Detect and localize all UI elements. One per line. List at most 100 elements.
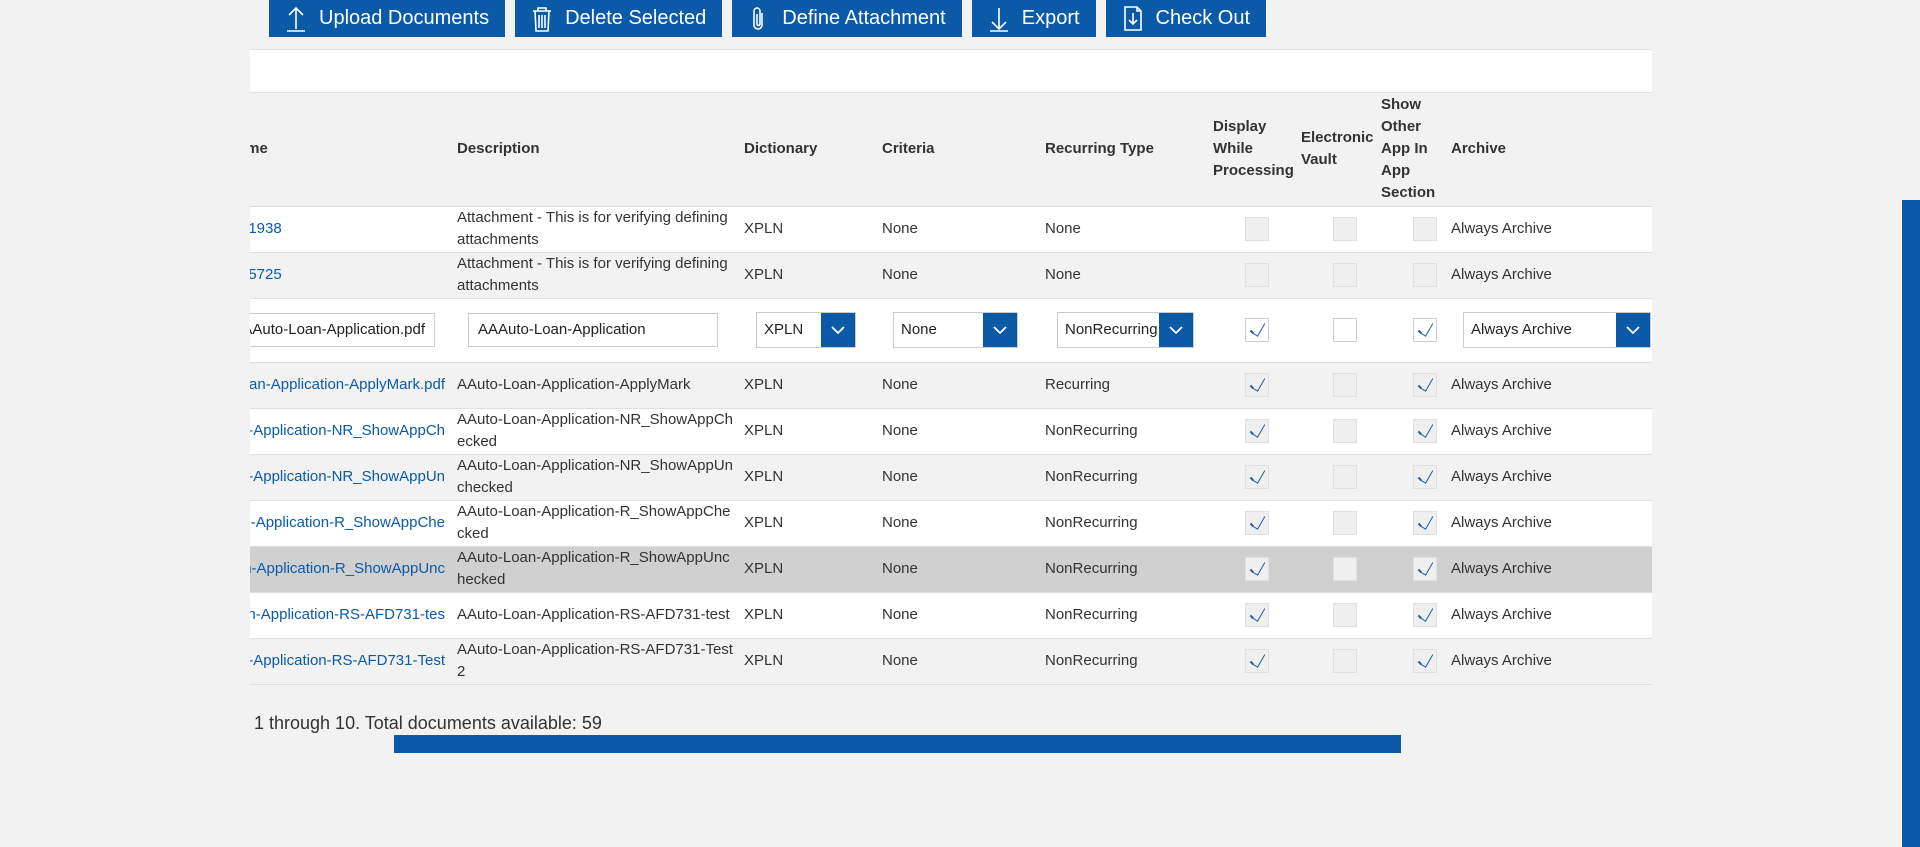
column-header-show-other-app[interactable]: Show Other App In App Section bbox=[1379, 93, 1442, 207]
vault-checkbox[interactable] bbox=[1333, 373, 1357, 397]
column-header-name[interactable]: Name bbox=[250, 93, 448, 207]
showother-checkbox[interactable] bbox=[1413, 217, 1437, 241]
showother-checkbox[interactable] bbox=[1413, 318, 1437, 342]
showother-checkbox[interactable] bbox=[1413, 373, 1437, 397]
table-row[interactable]: AAAuto-Loan-Application-R_ShowAppUnc AAut… bbox=[250, 546, 1652, 593]
table-row[interactable]: AAAuto-Loan-Application-R_ShowAppChe AAut… bbox=[250, 500, 1652, 547]
table-row[interactable]: AAAuto-Loan-Application-NR_ShowAppCh AAut… bbox=[250, 408, 1652, 455]
archive-select[interactable]: Always Archive bbox=[1463, 312, 1651, 348]
showother-checkbox[interactable] bbox=[1413, 511, 1437, 535]
column-header-description[interactable]: Description bbox=[448, 93, 735, 207]
description-input[interactable]: AAAuto-Loan-Application bbox=[468, 313, 718, 347]
display-checkbox[interactable] bbox=[1245, 603, 1269, 627]
display-cell bbox=[1211, 362, 1299, 409]
display-checkbox[interactable] bbox=[1245, 217, 1269, 241]
table-row[interactable]: AAAuto-Loan-Application-RS-AFD731-tes AAu… bbox=[250, 592, 1652, 639]
name-cell: AAAuto-Loan-Application-R_ShowAppChe bbox=[250, 500, 448, 547]
document-name-link[interactable]: AAAuto-Loan-Application-RS-AFD731-tes bbox=[250, 606, 445, 623]
showother-checkbox[interactable] bbox=[1413, 649, 1437, 673]
display-checkbox[interactable] bbox=[1245, 649, 1269, 673]
showother-checkbox[interactable] bbox=[1413, 603, 1437, 627]
column-header-recurring-type[interactable]: Recurring Type bbox=[1036, 93, 1211, 207]
vault-checkbox[interactable] bbox=[1333, 318, 1357, 342]
display-cell bbox=[1211, 454, 1299, 501]
column-header-archive[interactable]: Archive bbox=[1442, 93, 1652, 207]
define-attachment-button[interactable]: Define Attachment bbox=[732, 0, 962, 37]
criteria-text: None bbox=[882, 652, 918, 669]
vault-checkbox[interactable] bbox=[1333, 511, 1357, 535]
display-cell bbox=[1211, 546, 1299, 593]
vault-checkbox[interactable] bbox=[1333, 465, 1357, 489]
column-header-criteria[interactable]: Criteria bbox=[873, 93, 1036, 207]
display-cell bbox=[1211, 592, 1299, 639]
dictionary-cell: XPLN bbox=[735, 638, 873, 685]
dictionary-cell: XPLN bbox=[735, 252, 873, 299]
dictionary-cell: XPLN bbox=[735, 206, 873, 253]
display-checkbox[interactable] bbox=[1245, 419, 1269, 443]
archive-cell: Always Archive bbox=[1442, 362, 1652, 409]
document-name-link[interactable]: AAAuto-Loan-Application-R_ShowAppChe bbox=[250, 514, 445, 531]
display-checkbox[interactable] bbox=[1245, 557, 1269, 581]
check-out-button[interactable]: Check Out bbox=[1105, 0, 1267, 37]
column-header-display-while-processing[interactable]: Display While Processing bbox=[1211, 93, 1299, 207]
showother-cell bbox=[1379, 546, 1442, 593]
vault-checkbox[interactable] bbox=[1333, 419, 1357, 443]
export-button[interactable]: Export bbox=[971, 0, 1096, 37]
column-header-dictionary[interactable]: Dictionary bbox=[735, 93, 873, 207]
column-header-electronic-vault[interactable]: Electronic Vault bbox=[1299, 93, 1379, 207]
showother-checkbox[interactable] bbox=[1413, 263, 1437, 287]
table-row[interactable]: AAAuto-Loan-Application-NR_ShowAppUn AAut… bbox=[250, 454, 1652, 501]
document-name-link[interactable]: AAAuto-Loan-Application-R_ShowAppUnc bbox=[250, 560, 445, 577]
archive-dropdown-arrow[interactable] bbox=[1616, 313, 1650, 347]
horizontal-scrollbar[interactable] bbox=[394, 735, 1401, 753]
upload-documents-button[interactable]: Upload Documents bbox=[269, 0, 506, 37]
document-name-link[interactable]: AAAuto-Loan-Application-NR_ShowAppCh bbox=[250, 422, 445, 439]
criteria-select[interactable]: None bbox=[893, 312, 1018, 348]
criteria-cell: None bbox=[873, 546, 1036, 593]
display-checkbox[interactable] bbox=[1245, 511, 1269, 535]
criteria-dropdown-arrow[interactable] bbox=[983, 313, 1017, 347]
document-name-link[interactable]: AAAuto-Loan-Application-NR_ShowAppUn bbox=[250, 468, 445, 485]
table-row[interactable]: 35725 Attachment - This is for verifying … bbox=[250, 252, 1652, 299]
document-name-link[interactable]: AAAuto-Loan-Application-RS-AFD731-Test bbox=[250, 652, 445, 669]
display-checkbox[interactable] bbox=[1245, 465, 1269, 489]
vault-checkbox[interactable] bbox=[1333, 217, 1357, 241]
vertical-scrollbar[interactable] bbox=[1902, 200, 1920, 847]
chevron-down-icon bbox=[1626, 326, 1640, 334]
archive-text: Always Archive bbox=[1451, 376, 1552, 393]
archive-cell: Always Archive bbox=[1442, 592, 1652, 639]
vault-checkbox[interactable] bbox=[1333, 557, 1357, 581]
showother-checkbox[interactable] bbox=[1413, 419, 1437, 443]
dictionary-cell: XPLN bbox=[735, 592, 873, 639]
vault-checkbox[interactable] bbox=[1333, 649, 1357, 673]
delete-selected-button[interactable]: Delete Selected bbox=[515, 0, 723, 37]
table-row[interactable]: 31938 Attachment - This is for verifying … bbox=[250, 206, 1652, 253]
dictionary-dropdown-arrow[interactable] bbox=[821, 313, 855, 347]
display-cell bbox=[1211, 408, 1299, 455]
dictionary-select[interactable]: XPLN bbox=[756, 312, 856, 348]
document-name-link[interactable]: 31938 bbox=[250, 220, 282, 237]
vault-cell bbox=[1299, 454, 1379, 501]
name-input[interactable]: AAAuto-Loan-Application.pdf bbox=[250, 313, 435, 347]
table-row[interactable]: AAAuto-Loan-Application-ApplyMark.pdf AAu… bbox=[250, 362, 1652, 409]
description-text: AAuto-Loan-Application-NR_ShowAppUncheck… bbox=[457, 457, 733, 496]
recurring-type-text: NonRecurring bbox=[1045, 422, 1138, 439]
document-name-link[interactable]: 35725 bbox=[250, 266, 282, 283]
recurring-type-select[interactable]: NonRecurring bbox=[1057, 312, 1194, 348]
criteria-cell: None bbox=[873, 252, 1036, 299]
recurring-type-dropdown-arrow[interactable] bbox=[1159, 313, 1193, 347]
description-cell: AAuto-Loan-Application-R_ShowAppUnchecke… bbox=[448, 546, 735, 593]
display-checkbox[interactable] bbox=[1245, 263, 1269, 287]
showother-checkbox[interactable] bbox=[1413, 557, 1437, 581]
table-row[interactable]: AAAuto-Loan-Application.pdf AAAuto-Loan-A… bbox=[250, 298, 1652, 363]
check-out-label: Check Out bbox=[1155, 7, 1251, 29]
display-checkbox[interactable] bbox=[1245, 373, 1269, 397]
criteria-cell: None bbox=[873, 408, 1036, 455]
display-checkbox[interactable] bbox=[1245, 318, 1269, 342]
vault-checkbox[interactable] bbox=[1333, 263, 1357, 287]
document-name-link[interactable]: AAAuto-Loan-Application-ApplyMark.pdf bbox=[250, 376, 445, 393]
vault-checkbox[interactable] bbox=[1333, 603, 1357, 627]
showother-cell bbox=[1379, 408, 1442, 455]
table-row[interactable]: AAAuto-Loan-Application-RS-AFD731-Test AA… bbox=[250, 638, 1652, 685]
showother-checkbox[interactable] bbox=[1413, 465, 1437, 489]
